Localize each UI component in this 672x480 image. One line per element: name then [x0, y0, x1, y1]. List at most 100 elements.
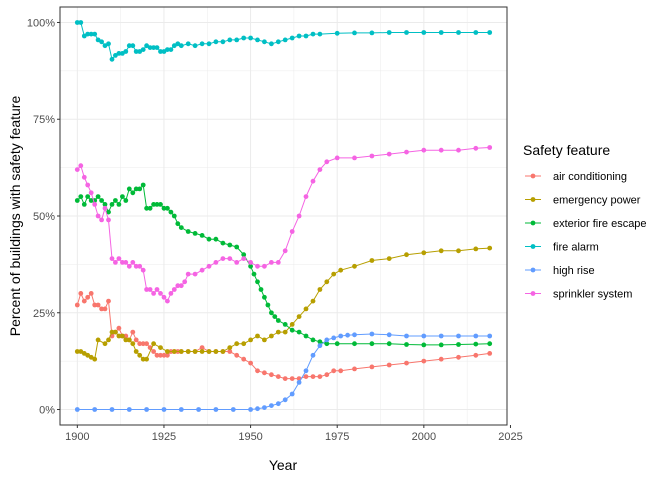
data-point-fire-alarm — [78, 20, 84, 25]
data-point-fire-alarm — [282, 37, 288, 43]
legend-title: Safety feature — [523, 142, 610, 158]
x-tick-label: 1925 — [152, 431, 176, 443]
data-point-air-conditioning — [255, 368, 260, 374]
data-point-exterior-fire-escape — [258, 287, 264, 292]
data-point-emergency-power — [165, 349, 170, 354]
data-point-exterior-fire-escape — [262, 294, 267, 300]
data-point-sprinkler-system — [310, 178, 316, 184]
data-point-sprinkler-system — [106, 217, 111, 223]
data-point-sprinkler-system — [144, 287, 150, 292]
data-point-emergency-power — [185, 349, 191, 354]
data-point-high-rise — [196, 407, 202, 412]
data-point-sprinkler-system — [185, 271, 191, 277]
data-point-fire-alarm — [227, 37, 233, 43]
legend-item: emergency power — [525, 195, 641, 207]
data-point-emergency-power — [116, 333, 122, 339]
data-point-fire-alarm — [178, 43, 184, 49]
data-point-exterior-fire-escape — [241, 252, 247, 258]
data-point-high-rise — [144, 407, 150, 412]
series-layer — [74, 20, 493, 412]
data-point-emergency-power — [120, 333, 125, 339]
data-point-emergency-power — [241, 341, 247, 347]
data-point-air-conditioning — [473, 352, 479, 358]
data-point-exterior-fire-escape — [126, 186, 132, 192]
data-point-sprinkler-system — [137, 263, 143, 269]
data-point-high-rise — [369, 331, 375, 337]
data-point-emergency-power — [178, 349, 184, 354]
data-point-emergency-power — [303, 306, 309, 312]
data-point-high-rise — [262, 405, 267, 410]
data-point-sprinkler-system — [303, 194, 309, 200]
data-point-high-rise — [456, 333, 461, 339]
legend-key-point — [530, 173, 536, 179]
data-point-sprinkler-system — [154, 287, 160, 292]
data-point-emergency-power — [133, 349, 139, 354]
data-point-air-conditioning — [404, 360, 409, 366]
data-point-fire-alarm — [255, 37, 260, 43]
data-point-sprinkler-system — [161, 294, 167, 300]
data-point-sprinkler-system — [275, 260, 281, 265]
data-point-sprinkler-system — [262, 263, 267, 269]
data-point-air-conditioning — [234, 352, 240, 358]
data-point-fire-alarm — [130, 43, 136, 49]
data-point-fire-alarm — [269, 41, 274, 47]
data-point-air-conditioning — [386, 362, 392, 368]
data-point-exterior-fire-escape — [120, 194, 125, 200]
data-point-emergency-power — [324, 279, 330, 285]
data-point-sprinkler-system — [234, 260, 240, 265]
x-axis-title: Year — [269, 457, 298, 473]
data-point-fire-alarm — [144, 43, 150, 49]
data-point-high-rise — [345, 332, 350, 338]
data-point-exterior-fire-escape — [144, 205, 150, 211]
data-point-exterior-fire-escape — [151, 202, 157, 207]
legend-label: exterior fire escape — [553, 218, 647, 230]
data-point-sprinkler-system — [386, 151, 392, 157]
data-point-high-rise — [269, 403, 274, 408]
data-point-emergency-power — [317, 287, 323, 292]
data-point-air-conditioning — [199, 345, 205, 350]
data-point-air-conditioning — [262, 370, 267, 376]
x-tick-label: 1950 — [238, 431, 262, 443]
data-point-exterior-fire-escape — [251, 271, 257, 277]
data-point-sprinkler-system — [487, 145, 493, 150]
data-point-emergency-power — [234, 341, 240, 347]
data-point-high-rise — [473, 333, 479, 339]
data-point-sprinkler-system — [151, 291, 157, 296]
data-point-fire-alarm — [147, 45, 153, 50]
data-point-exterior-fire-escape — [255, 279, 260, 285]
data-point-air-conditioning — [310, 374, 316, 379]
data-point-sprinkler-system — [227, 256, 233, 261]
data-point-sprinkler-system — [88, 190, 94, 196]
data-point-air-conditioning — [133, 337, 139, 343]
data-point-air-conditioning — [282, 376, 288, 381]
data-point-sprinkler-system — [130, 260, 136, 265]
data-point-emergency-power — [386, 256, 392, 261]
legend: Safety feature air conditioning emergency… — [523, 142, 647, 301]
data-point-sprinkler-system — [120, 260, 125, 265]
data-point-fire-alarm — [352, 30, 357, 36]
data-point-air-conditioning — [74, 302, 80, 308]
data-point-high-rise — [338, 333, 344, 339]
data-point-fire-alarm — [199, 41, 205, 47]
data-point-air-conditioning — [106, 298, 111, 304]
data-point-air-conditioning — [130, 329, 136, 335]
legend-label: sprinkler system — [553, 289, 632, 301]
data-point-exterior-fire-escape — [282, 322, 288, 327]
data-point-emergency-power — [126, 337, 132, 343]
data-point-sprinkler-system — [178, 283, 184, 289]
data-point-emergency-power — [92, 356, 98, 362]
data-point-fire-alarm — [123, 49, 129, 54]
data-point-sprinkler-system — [92, 202, 98, 207]
data-point-air-conditioning — [102, 306, 108, 312]
data-point-exterior-fire-escape — [113, 198, 118, 203]
data-point-sprinkler-system — [289, 229, 295, 234]
data-point-exterior-fire-escape — [473, 341, 479, 347]
data-point-emergency-power — [296, 314, 302, 319]
data-point-emergency-power — [130, 341, 136, 347]
legend-key-point — [530, 291, 536, 296]
data-point-fire-alarm — [95, 37, 101, 43]
legend-item: exterior fire escape — [525, 218, 647, 230]
data-point-exterior-fire-escape — [386, 341, 392, 347]
data-point-sprinkler-system — [168, 291, 174, 296]
data-point-air-conditioning — [317, 374, 323, 379]
